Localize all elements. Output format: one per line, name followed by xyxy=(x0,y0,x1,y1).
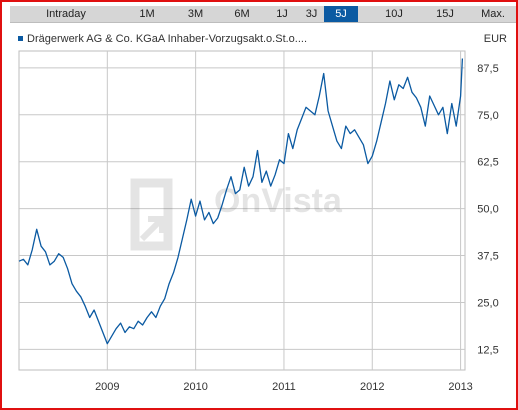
y-tick-label: 62,5 xyxy=(477,157,498,169)
x-tick-label: 2012 xyxy=(360,381,384,393)
tab-max[interactable]: Max. xyxy=(481,8,505,20)
legend-swatch xyxy=(18,35,23,41)
tab-5j[interactable]: 5J xyxy=(324,6,358,22)
grid xyxy=(19,51,465,370)
y-tick-label: 87,5 xyxy=(477,63,498,75)
tab-intraday[interactable]: Intraday xyxy=(46,8,86,20)
currency-label: EUR xyxy=(483,33,507,45)
tab-3m[interactable]: 3M xyxy=(187,8,204,20)
time-range-tabs: Intraday 1M 3M 6M 1J 3J 5J 10J 15J Max. xyxy=(10,6,516,23)
tab-15j[interactable]: 15J xyxy=(436,8,454,20)
tab-6m[interactable]: 6M xyxy=(234,8,250,20)
x-tick-label: 2009 xyxy=(95,381,119,393)
tab-1j[interactable]: 1J xyxy=(276,8,288,20)
watermark-text: OnVista xyxy=(214,182,343,220)
tab-1m[interactable]: 1M xyxy=(139,8,155,20)
series-line xyxy=(18,58,464,345)
legend: Drägerwerk AG & Co. KGaA Inhaber-Vorzugs… xyxy=(12,33,507,45)
plot-area xyxy=(18,50,466,371)
legend-series-name: Drägerwerk AG & Co. KGaA Inhaber-Vorzugs… xyxy=(27,33,308,45)
y-tick-label: 37,5 xyxy=(477,251,498,263)
watermark: OnVista xyxy=(130,178,343,251)
watermark-logo-icon xyxy=(130,178,173,251)
watermark-arrow-icon xyxy=(139,216,165,242)
y-axis: 12,5 25,0 37,5 50,0 62,5 75,0 87,5 xyxy=(477,63,498,356)
y-tick-label: 12,5 xyxy=(477,344,498,356)
tab-10j[interactable]: 10J xyxy=(385,8,403,20)
y-tick-label: 50,0 xyxy=(477,204,498,216)
x-tick-label: 2011 xyxy=(272,381,296,393)
tab-3j[interactable]: 3J xyxy=(305,8,318,20)
y-tick-label: 25,0 xyxy=(477,297,498,309)
x-axis: 2009 2010 2011 2012 2013 xyxy=(95,381,473,393)
y-tick-label: 75,0 xyxy=(477,110,498,122)
x-tick-label: 2013 xyxy=(448,381,472,393)
x-tick-label: 2010 xyxy=(183,381,207,393)
